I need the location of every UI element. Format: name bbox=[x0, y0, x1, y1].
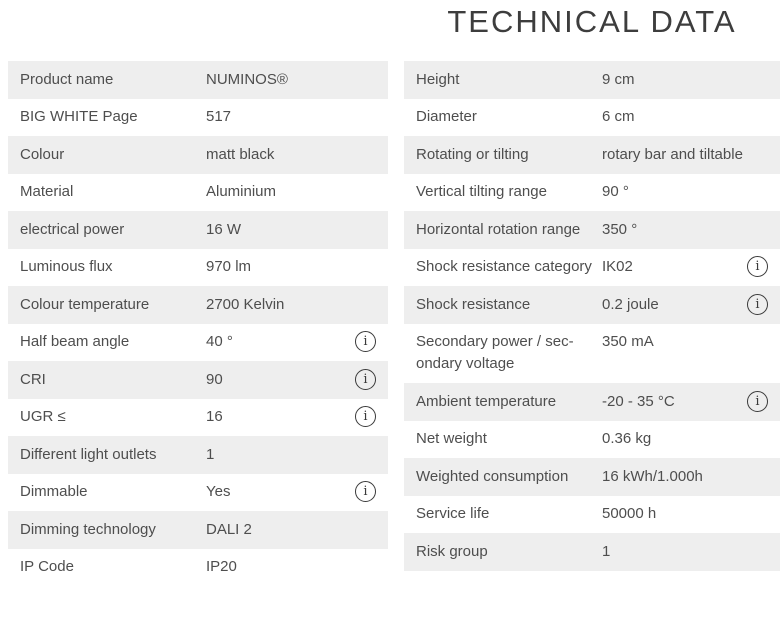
row-label: Ambient temperature bbox=[416, 392, 557, 410]
table-row: Material Aluminium bbox=[8, 174, 388, 212]
table-row: Different light outlets 1 bbox=[8, 436, 388, 474]
table-row: Ambient temperature -20 - 35 °C i bbox=[404, 383, 780, 421]
row-label: Dimming technology bbox=[20, 520, 156, 538]
table-row: Risk group 1 bbox=[404, 533, 780, 571]
row-value: DALI 2 bbox=[206, 520, 252, 538]
row-label: BIG WHITE Page bbox=[20, 108, 138, 126]
row-label: Shock resistance category bbox=[416, 258, 592, 276]
row-value: Aluminium bbox=[206, 183, 277, 201]
row-label: Height bbox=[416, 70, 460, 88]
row-label: Different light outlets bbox=[20, 445, 157, 463]
info-icon[interactable]: i bbox=[747, 390, 768, 412]
table-row: Diameter 6 cm bbox=[404, 99, 780, 137]
row-label: Material bbox=[20, 183, 74, 201]
row-value: 970 lm bbox=[206, 258, 252, 276]
row-label: Shock resistance bbox=[416, 295, 531, 313]
table-row: BIG WHITE Page 517 bbox=[8, 99, 388, 137]
row-label: IP Code bbox=[20, 558, 74, 576]
row-label: Vertical tilting range bbox=[416, 183, 547, 201]
table-row: Rotating or tilting rotary bar and tiltab… bbox=[404, 136, 780, 174]
row-value: -20 - 35 °C bbox=[602, 392, 675, 410]
row-value: matt black bbox=[206, 145, 275, 163]
row-value: 90 ° bbox=[602, 183, 629, 201]
table-row: Service life 50000 h bbox=[404, 496, 780, 534]
info-icon[interactable]: i bbox=[355, 368, 376, 390]
page-title: TECHNICAL DATA bbox=[447, 4, 737, 39]
table-row: Shock resistance category IK02 i bbox=[404, 249, 780, 287]
info-icon[interactable]: i bbox=[355, 406, 376, 428]
table-row: Colour temperature 2700 Kelvin bbox=[8, 286, 388, 324]
row-value: 1 bbox=[206, 445, 215, 463]
row-value: 50000 h bbox=[602, 505, 657, 523]
technical-data-table-right: Height 9 cm Diameter 6 cm Rotating or tiltin… bbox=[404, 61, 780, 571]
row-label: electrical power bbox=[20, 220, 125, 238]
row-value: 9 cm bbox=[602, 70, 635, 88]
table-row: Dimmable Yes i bbox=[8, 474, 388, 512]
row-value: IK02 bbox=[602, 258, 633, 276]
row-label: Dimmable bbox=[20, 483, 88, 501]
table-row: Height 9 cm bbox=[404, 61, 780, 99]
table-row: Net weight 0.36 kg bbox=[404, 421, 780, 459]
table-row: Shock resistance 0.2 joule i bbox=[404, 286, 780, 324]
row-value: 6 cm bbox=[602, 108, 635, 126]
row-label: Luminous flux bbox=[20, 258, 113, 276]
info-icon[interactable]: i bbox=[747, 256, 768, 278]
row-label: UGR ≤ bbox=[20, 408, 66, 426]
table-row: Vertical tilting range 90 ° bbox=[404, 174, 780, 212]
row-value: 90 bbox=[206, 370, 223, 388]
row-value: rotary bar and tiltable bbox=[602, 145, 743, 163]
row-label: Risk group bbox=[416, 542, 488, 560]
row-value: 1 bbox=[602, 542, 611, 560]
row-value: 517 bbox=[206, 108, 232, 126]
table-row: Luminous flux 970 lm bbox=[8, 249, 388, 287]
row-label: Half beam angle bbox=[20, 333, 130, 351]
row-value: 40 ° bbox=[206, 333, 233, 351]
info-icon[interactable]: i bbox=[355, 481, 376, 503]
row-label: CRI bbox=[20, 370, 46, 388]
row-label: Secondary power / sec­ondary voltage bbox=[416, 333, 574, 373]
technical-data-table-left: Product name NUMINOS® BIG WHITE Page 517 Col… bbox=[8, 61, 388, 586]
row-label: Colour bbox=[20, 145, 65, 163]
table-row: Horizontal rotation range 350 ° bbox=[404, 211, 780, 249]
table-row: IP Code IP20 bbox=[8, 549, 388, 587]
row-value: IP20 bbox=[206, 558, 237, 576]
info-icon[interactable]: i bbox=[747, 293, 768, 315]
table-row: Colour matt black bbox=[8, 136, 388, 174]
row-value: 350 mA bbox=[602, 333, 654, 351]
table-row: Dimming technology DALI 2 bbox=[8, 511, 388, 549]
row-label: Net weight bbox=[416, 430, 487, 448]
row-value: 16 kWh/1.000h bbox=[602, 467, 703, 485]
info-icon[interactable]: i bbox=[355, 331, 376, 353]
row-value: NUMINOS® bbox=[206, 70, 288, 88]
row-value: 16 bbox=[206, 408, 223, 426]
table-row: Half beam angle 40 ° i bbox=[8, 324, 388, 362]
row-value: 0.36 kg bbox=[602, 430, 652, 448]
table-row: Weighted consumption 16 kWh/1.000h bbox=[404, 458, 780, 496]
row-label: Product name bbox=[20, 70, 114, 88]
table-row: Secondary power / sec­ondary voltage 350 … bbox=[404, 324, 780, 384]
table-row: electrical power 16 W bbox=[8, 211, 388, 249]
row-label: Weighted consumption bbox=[416, 467, 569, 485]
row-label: Horizontal rotation range bbox=[416, 220, 581, 238]
table-row: Product name NUMINOS® bbox=[8, 61, 388, 99]
row-label: Rotating or tilting bbox=[416, 145, 529, 163]
row-value: 350 ° bbox=[602, 220, 638, 238]
row-label: Diameter bbox=[416, 108, 477, 126]
table-row: UGR ≤ 16 i bbox=[8, 399, 388, 437]
row-label: Service life bbox=[416, 505, 490, 523]
row-value: 16 W bbox=[206, 220, 242, 238]
row-value: 0.2 joule bbox=[602, 295, 659, 313]
row-label: Colour temperature bbox=[20, 295, 150, 313]
row-value: Yes bbox=[206, 483, 231, 501]
table-row: CRI 90 i bbox=[8, 361, 388, 399]
row-value: 2700 Kelvin bbox=[206, 295, 285, 313]
